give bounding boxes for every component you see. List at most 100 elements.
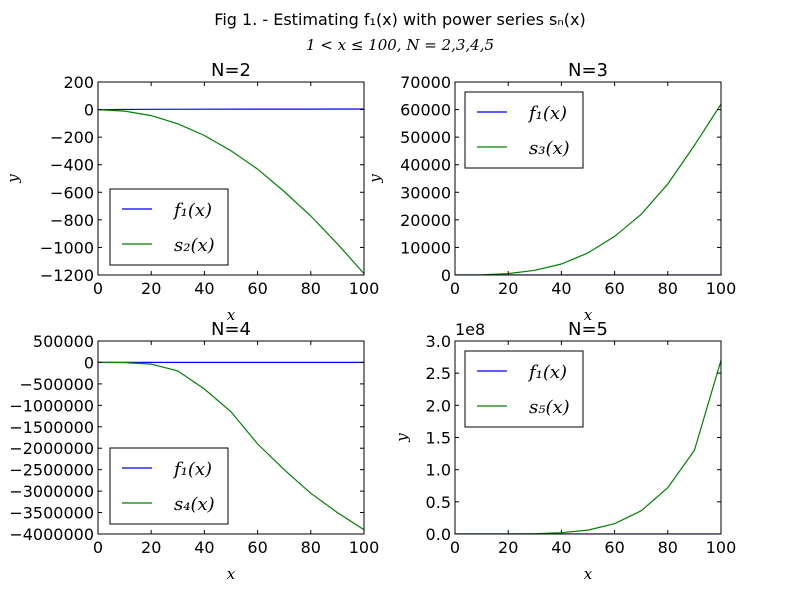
y-tick-label: −500000 xyxy=(20,375,94,394)
y-tick-label: −1200 xyxy=(40,266,94,285)
y-tick-label: 1.0 xyxy=(426,461,451,480)
axes-frame xyxy=(97,81,365,276)
figure-title: Fig 1. - Estimating f₁(x) with power ser… xyxy=(214,10,586,29)
x-tick-label: 0 xyxy=(450,538,460,557)
x-axis-label: x xyxy=(227,565,236,583)
legend-label-1: f₁(x) xyxy=(527,362,567,383)
x-tick-label: 100 xyxy=(349,538,380,557)
y-tick-label: 1.5 xyxy=(426,429,451,448)
y-tick-label: 0.5 xyxy=(426,493,451,512)
y-tick-label: −400 xyxy=(50,156,94,175)
legend: f₁(x) s₄(x) xyxy=(109,447,229,525)
legend-box xyxy=(109,447,229,525)
x-axis-label: x xyxy=(584,306,593,324)
series-line-2 xyxy=(455,103,721,275)
axes-frame xyxy=(454,81,722,276)
y-tick-label: −2500000 xyxy=(9,461,94,480)
y-tick-label: 0.0 xyxy=(426,525,451,544)
y-tick-label: 3.0 xyxy=(426,332,451,351)
y-tick-label: −1500000 xyxy=(9,418,94,437)
y-tick-label: 200 xyxy=(63,73,94,92)
legend: f₁(x) s₅(x) xyxy=(464,350,584,428)
subplot-title: N=2 xyxy=(211,60,251,81)
y-tick-label: 50000 xyxy=(400,128,451,147)
y-tick-label: 70000 xyxy=(400,73,451,92)
x-tick-label: 60 xyxy=(604,538,624,557)
y-tick-label: 500000 xyxy=(33,332,94,351)
y-tick-label: −800 xyxy=(50,211,94,230)
y-axis-label: y xyxy=(366,174,384,184)
x-tick-label: 0 xyxy=(450,279,460,298)
y-tick-label: −3000000 xyxy=(9,482,94,501)
y-tick-label: −1000 xyxy=(40,238,94,257)
subplot-title: N=5 xyxy=(568,319,608,340)
subplot-3: 0 20 40 60 80 100 500000 0 −500000 −1000000 −15000… xyxy=(9,319,379,583)
y-tick-label: 0 xyxy=(84,353,94,372)
legend-box xyxy=(464,91,584,169)
legend-label-1: f₁(x) xyxy=(172,200,212,221)
y-tick-label: 0 xyxy=(441,266,451,285)
x-tick-label: 20 xyxy=(498,538,518,557)
x-tick-label: 80 xyxy=(301,279,321,298)
y-tick-label: −1000000 xyxy=(9,396,94,415)
series-line-1 xyxy=(98,108,364,111)
x-tick-label: 100 xyxy=(706,538,737,557)
legend-label-1: f₁(x) xyxy=(527,103,567,124)
y-tick-label: −4000000 xyxy=(9,525,94,544)
x-tick-label: 40 xyxy=(194,538,214,557)
x-tick-label: 100 xyxy=(706,279,737,298)
legend-label-2: s₂(x) xyxy=(174,235,215,256)
x-tick-label: 20 xyxy=(141,538,161,557)
legend-label-2: s₄(x) xyxy=(174,494,215,515)
x-tick-label: 80 xyxy=(658,279,678,298)
y-tick-label: 0 xyxy=(84,101,94,120)
subplot-title: N=4 xyxy=(211,319,251,340)
x-tick-label: 40 xyxy=(551,279,571,298)
subplot-1: 0 20 40 60 80 100 200 0 −200 −400 −600 −800 −1000 −12… xyxy=(4,60,379,324)
legend-label-2: s₃(x) xyxy=(529,138,570,159)
x-tick-label: 60 xyxy=(247,279,267,298)
y-tick-label: −200 xyxy=(50,128,94,147)
x-tick-label: 40 xyxy=(194,279,214,298)
x-tick-label: 20 xyxy=(141,279,161,298)
series-line-2 xyxy=(455,360,721,534)
legend-label-1: f₁(x) xyxy=(172,459,212,480)
y-tick-label: 40000 xyxy=(400,156,451,175)
x-tick-label: 80 xyxy=(658,538,678,557)
y-tick-label: −2000000 xyxy=(9,439,94,458)
y-tick-label: −3500000 xyxy=(9,504,94,523)
x-tick-label: 20 xyxy=(498,279,518,298)
y-tick-label: 10000 xyxy=(400,238,451,257)
x-tick-label: 0 xyxy=(93,279,103,298)
y-multiplier-label: 1e8 xyxy=(455,320,485,339)
axes-frame xyxy=(97,340,365,535)
x-axis-label: x xyxy=(584,565,593,583)
y-axis-label: y xyxy=(393,433,411,443)
y-tick-label: 30000 xyxy=(400,183,451,202)
y-tick-label: 60000 xyxy=(400,101,451,120)
figure-subtitle: 1 < x ≤ 100, N = 2,3,4,5 xyxy=(305,36,495,54)
legend: f₁(x) s₃(x) xyxy=(464,91,584,169)
legend: f₁(x) s₂(x) xyxy=(109,188,229,266)
legend-label-2: s₅(x) xyxy=(529,397,570,418)
series-line-2 xyxy=(98,109,364,274)
subplot-title: N=3 xyxy=(568,60,608,81)
y-tick-label: 2.0 xyxy=(426,396,451,415)
y-axis-label: y xyxy=(4,174,22,184)
y-tick-label: 20000 xyxy=(400,211,451,230)
x-tick-label: 80 xyxy=(301,538,321,557)
legend-box xyxy=(464,350,584,428)
x-tick-label: 60 xyxy=(604,279,624,298)
y-tick-label: 2.5 xyxy=(426,364,451,383)
series-line-2 xyxy=(98,361,364,531)
subplot-2: 0 20 40 60 80 100 0 10000 20000 30000 40000 50000 60… xyxy=(366,60,736,324)
y-tick-label: −600 xyxy=(50,183,94,202)
x-tick-label: 60 xyxy=(247,538,267,557)
x-tick-label: 40 xyxy=(551,538,571,557)
x-axis-label: x xyxy=(227,306,236,324)
x-tick-label: 100 xyxy=(349,279,380,298)
x-tick-label: 0 xyxy=(93,538,103,557)
